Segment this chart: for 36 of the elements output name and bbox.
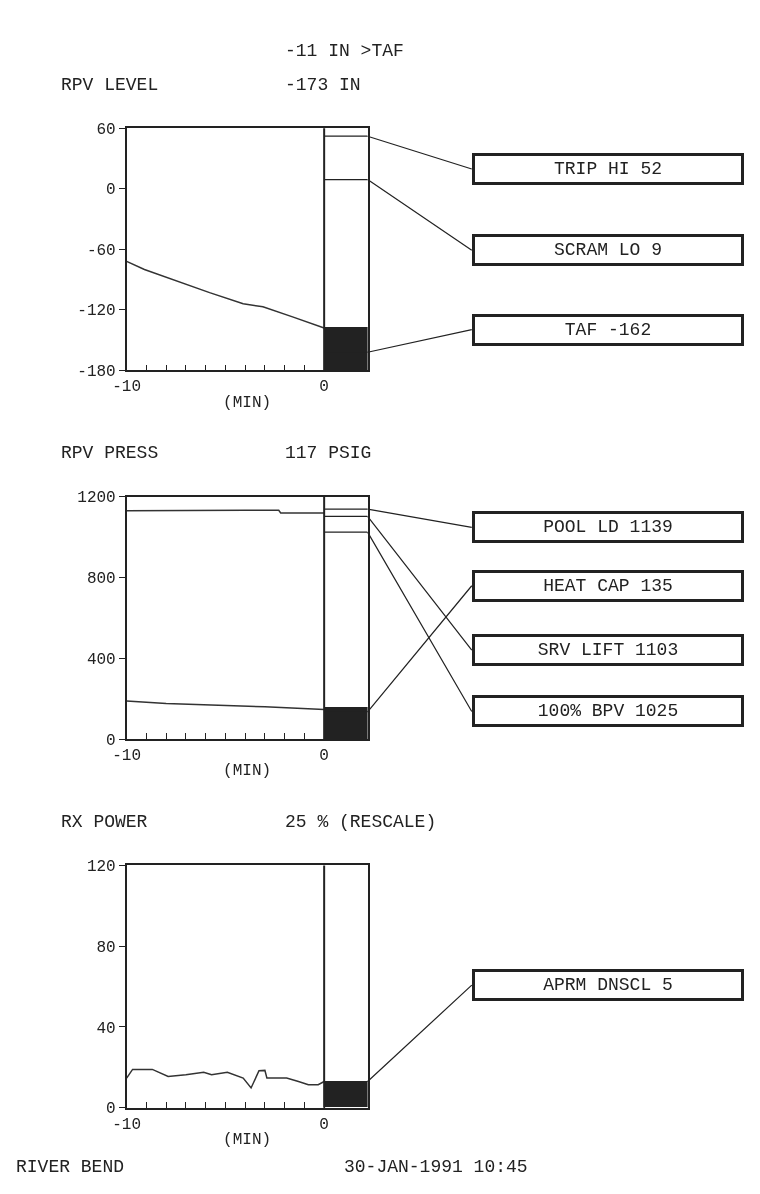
y-tick-label: 800 [86,570,116,589]
x-axis-title: (MIN) [223,393,272,412]
chart-subtitle: 117 PSIG [285,443,372,463]
text: POOL LD 1139 [543,517,673,537]
y-tick-label: 400 [86,650,116,669]
y-tick-label: -120 [77,302,116,321]
text: SCRAM LO 9 [553,240,663,260]
line-series [126,260,325,329]
chart-subtitle: 25 % (RESCALE) [285,812,437,832]
y-tick-label: 40 [96,1019,116,1038]
y-tick-label: 0 [106,181,116,200]
x-tick-label: -10 [112,747,142,766]
y-tick-label: 0 [106,731,116,750]
chart-title: RPV PRESS [61,443,159,463]
text: TRIP HI 52 [553,159,663,179]
text: TAF -162 [564,320,652,340]
text: SRV LIFT 1103 [537,640,679,660]
y-tick-label: 60 [96,120,116,139]
x-axis-title: (MIN) [223,762,272,781]
text: 30-JAN-1991 10:45 [344,1157,528,1177]
line-series [126,1068,325,1089]
chart-subtitle: -11 IN >TAF -173 IN [285,41,404,95]
text: HEAT CAP 135 [543,576,673,596]
line-series [126,700,325,711]
text: RIVER BEND [16,1157,125,1177]
y-tick-label: -180 [77,362,116,381]
x-tick-label: -10 [112,378,142,397]
y-tick-label: 120 [86,858,116,877]
x-axis-title: (MIN) [223,1130,272,1149]
y-tick-label: 80 [96,938,116,957]
chart-title: RPV LEVEL [61,75,159,95]
text: 100% BPV 1025 [537,701,679,721]
y-tick-label: 1200 [77,489,116,508]
chart-title: RX POWER [61,812,148,832]
y-tick-label: -60 [86,241,116,260]
text: APRM DNSCL 5 [543,975,673,995]
